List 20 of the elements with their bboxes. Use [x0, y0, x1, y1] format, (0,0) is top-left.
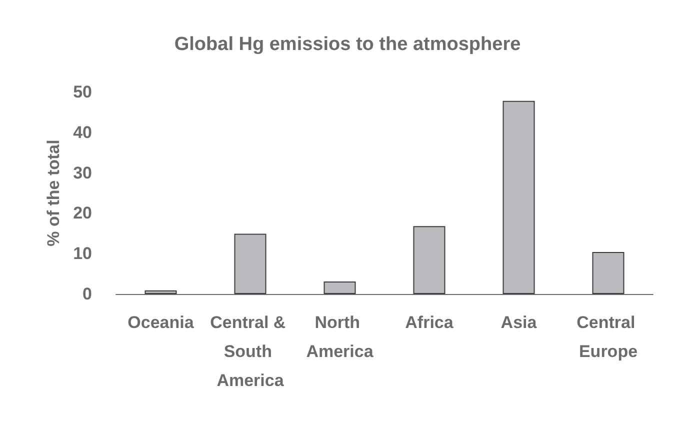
x-tick-label: Central & South America: [210, 313, 290, 390]
x-tick-label: Oceania: [128, 313, 194, 332]
y-tick-label: 10: [73, 244, 92, 264]
bar: [592, 252, 624, 294]
y-tick-label: 0: [82, 284, 92, 304]
bar: [324, 281, 356, 294]
y-tick-label: 50: [73, 82, 92, 102]
x-tick-label: Central Europe: [576, 313, 640, 361]
bar: [413, 226, 446, 294]
chart-title: Global Hg emissios to the atmosphere: [174, 34, 521, 55]
y-tick-label: 30: [73, 163, 92, 182]
x-tick-label: Asia: [500, 313, 538, 332]
x-tick-label: North America: [306, 313, 374, 361]
y-tick-label: 40: [73, 122, 92, 142]
y-tick-label: 20: [73, 204, 92, 223]
bar: [234, 234, 266, 294]
y-axis-title: % of the total: [44, 140, 64, 246]
x-tick-label: Africa: [405, 313, 454, 332]
bar: [502, 100, 535, 294]
bar: [144, 290, 177, 294]
